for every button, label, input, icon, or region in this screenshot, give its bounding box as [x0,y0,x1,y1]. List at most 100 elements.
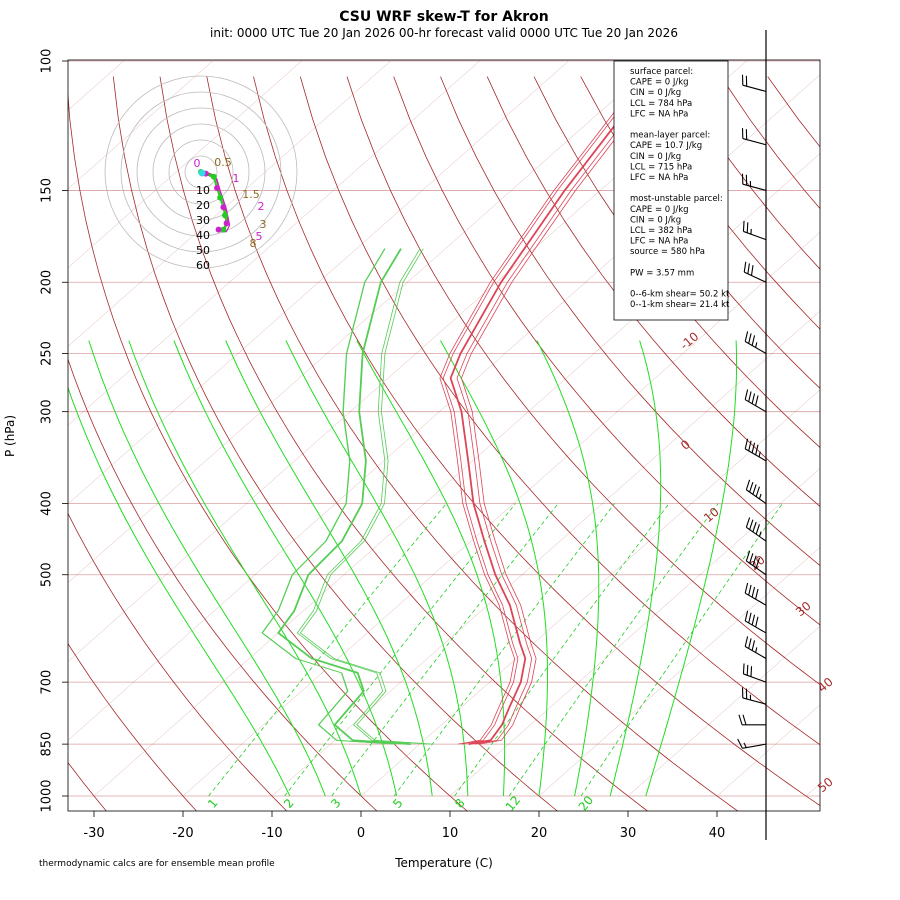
isotherm-10 [449,468,820,797]
isotherm--110 [68,60,213,190]
info-line: source = 580 hPa [630,247,705,257]
barb-flag [744,636,749,647]
y-tick-label: 500 [40,562,55,587]
barb-flag [743,261,747,273]
barb-flag [755,557,760,569]
barb-flag [751,442,756,454]
info-line: LFC = NA hPa [630,109,688,119]
temperature-member [442,91,634,745]
x-tick-label: 20 [531,826,548,841]
hodograph-height-label: 8 [250,237,257,250]
wind-barb [744,636,767,659]
barb-flag [748,584,752,596]
moist-adiabat [645,340,737,797]
hodograph-ring [104,75,298,269]
dry-adiabat [68,358,378,811]
barb-flag [745,479,751,490]
mixing-ratio-line [208,503,447,797]
y-tick-label: 100 [40,49,55,74]
dry-adiabat [393,76,820,626]
barb-flag [755,588,759,600]
barb-flag [745,550,751,562]
mixing-ratio-line [284,503,516,797]
chart-title: CSU WRF skew-T for Akron [339,9,549,25]
barb-flag [748,333,752,344]
dry-adiabat [440,76,820,567]
hodograph-ring [136,107,266,237]
hodograph-ring-label: 10 [196,184,210,197]
moist-adiabat [440,340,548,797]
moist-adiabat [68,386,291,797]
mixing-ratio-line [393,503,615,797]
dry-adiabat [206,76,739,811]
barb-shaft [742,183,767,191]
wind-barb [741,74,767,92]
barb-flag [750,666,753,677]
mixing-ratio-label: 8 [452,796,468,811]
dewpoint-member [299,248,434,745]
info-line: CAPE = 0 J/kg [630,205,689,215]
dewpoint-member [296,248,430,745]
sounding-profiles [261,90,653,745]
barb-flag [746,222,749,233]
info-line: 0--1-km shear= 21.4 kt [630,300,730,310]
temperature-member [439,91,631,745]
isotherm--90 [68,60,391,347]
dry-adiabat [68,90,468,811]
barb-flag [755,444,759,456]
info-line: CIN = 0 J/kg [630,215,681,225]
y-tick-label: 850 [40,732,55,757]
wind-barb [745,479,767,504]
barb-half-flag [743,742,747,748]
barb-flag [744,438,749,450]
moist-adiabat [128,340,362,797]
barb-flag [742,663,745,674]
y-tick-label: 700 [40,670,55,695]
barb-half-flag [755,647,758,653]
hodograph-ring-label: 50 [196,244,210,257]
dry-adiabat [720,76,820,210]
x-tick-label: -10 [261,826,282,841]
isotherm--60 [68,60,658,584]
y-tick-label: 1000 [40,779,55,812]
barb-flag [748,391,752,402]
mixing-ratio-line [580,503,783,797]
isotherm-40 [716,704,820,797]
info-line: CAPE = 0 J/kg [630,78,689,88]
dry-adiabat [533,76,820,448]
dewpoint-member [261,248,395,745]
info-line: LCL = 382 hPa [630,226,692,236]
y-tick-label: 400 [40,491,55,516]
isotherm--30 [93,153,820,797]
wind-barb [742,663,767,683]
isotherm--80 [68,60,480,426]
x-tick-label: -30 [83,826,104,841]
dry-adiabat [68,642,197,811]
barb-shaft [742,138,767,146]
barb-flag [749,519,754,530]
barb-flag [751,640,756,651]
hodograph-point [222,212,228,219]
y-tick-label: 300 [40,399,55,424]
thermo-grid [68,60,820,811]
x-tick-label: 0 [357,826,365,841]
dry-adiabat [580,76,820,389]
hodograph-origin [198,169,206,177]
moist-adiabat [88,340,326,797]
isotherm-20 [538,546,820,797]
y-tick-label: 150 [40,178,55,203]
moist-adiabat [609,340,662,797]
dry-adiabat [68,512,288,811]
hodograph-point [215,226,222,233]
barb-flag [747,263,750,274]
wind-barbs [737,30,767,840]
barb-half-flag [758,451,761,458]
info-line: PW = 3.57 mm [630,268,694,278]
barb-flag [755,486,760,497]
info-line: LCL = 715 hPa [630,162,692,172]
barb-flag [746,664,749,676]
wind-barb [744,438,767,462]
wind-barb [741,128,767,146]
info-line: most-unstable parcel: [630,194,723,204]
hodograph-point [214,185,220,191]
